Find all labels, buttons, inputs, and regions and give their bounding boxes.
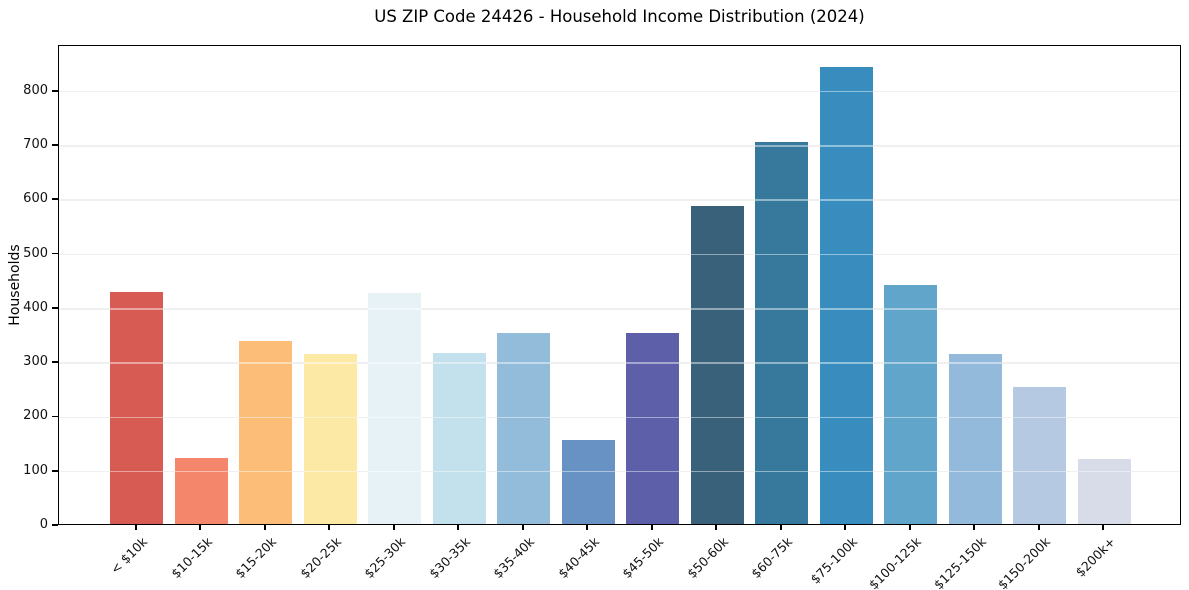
gridline-overlay	[59, 90, 1180, 93]
x-tick-label: < $10k	[107, 534, 151, 577]
x-tick-mark	[521, 525, 524, 530]
bar-< $10k	[110, 291, 164, 524]
y-tick-label: 500	[23, 245, 48, 261]
bar-$30-35k	[432, 352, 486, 524]
gridline	[59, 362, 1180, 364]
y-tick-label: 0	[39, 517, 48, 532]
bar-$10-15k	[174, 458, 228, 524]
x-tick-mark	[844, 525, 847, 530]
x-tick-label: $35-40k	[490, 534, 538, 582]
gridline-overlay	[59, 362, 1180, 364]
x-tick-mark	[650, 525, 653, 530]
y-tick-mark	[52, 306, 58, 309]
x-tick-label: $150-200k	[995, 534, 1054, 590]
bar-$150-200k	[1013, 387, 1067, 524]
gridline-overlay	[59, 470, 1180, 473]
bar-$20-25k	[303, 354, 357, 524]
x-tick-label: $30-35k	[425, 534, 473, 582]
x-tick-mark	[908, 525, 911, 530]
x-tick-label: $45-50k	[619, 534, 667, 582]
y-tick-mark	[52, 469, 58, 472]
bar-$60-75k	[755, 142, 809, 524]
x-tick-mark	[457, 525, 460, 530]
x-tick-label: $100-125k	[866, 534, 925, 590]
plot-area	[58, 45, 1181, 525]
x-tick-label: $200k+	[1072, 534, 1118, 580]
gridline-overlay	[59, 416, 1180, 419]
x-tick-label: $125-150k	[930, 534, 989, 590]
bar-$125-150k	[948, 354, 1002, 524]
x-tick-mark	[1102, 525, 1105, 530]
x-tick-label: $60-75k	[748, 534, 796, 582]
x-tick-label: $50-60k	[683, 534, 731, 582]
gridline	[59, 253, 1180, 256]
bar-$35-40k	[497, 333, 551, 524]
x-tick-label: $25-30k	[361, 534, 409, 582]
x-tick-mark	[263, 525, 266, 530]
bar-$75-100k	[819, 66, 873, 524]
x-tick-label: $10-15k	[167, 534, 215, 582]
bar-$40-45k	[561, 440, 615, 524]
y-tick-mark	[52, 144, 58, 146]
y-tick-mark	[52, 415, 58, 418]
gridline-overlay	[59, 253, 1180, 256]
gridline-overlay	[59, 308, 1180, 310]
bar-$100-125k	[884, 285, 938, 524]
chart-title: US ZIP Code 24426 - Household Income Dis…	[374, 7, 865, 26]
gridline-overlay	[59, 199, 1180, 201]
bar-$15-20k	[239, 341, 293, 524]
x-tick-mark	[715, 525, 718, 530]
x-tick-mark	[199, 525, 202, 530]
gridline	[59, 199, 1180, 201]
y-tick-label: 800	[23, 82, 48, 98]
x-tick-mark	[973, 525, 976, 530]
bar-$50-60k	[690, 206, 744, 524]
gridline	[59, 470, 1180, 473]
x-tick-label: $20-25k	[296, 534, 344, 582]
y-tick-mark	[52, 89, 58, 92]
x-tick-mark	[134, 525, 137, 530]
y-tick-label: 600	[23, 191, 48, 207]
y-tick-label: 700	[23, 136, 48, 152]
y-tick-mark	[52, 252, 58, 255]
gridline	[59, 308, 1180, 310]
x-tick-mark	[392, 525, 395, 530]
x-tick-mark	[1037, 525, 1040, 530]
gridline-overlay	[59, 145, 1180, 147]
x-tick-label: $75-100k	[807, 534, 860, 587]
y-tick-mark	[52, 524, 58, 526]
gridline	[59, 416, 1180, 419]
gridline	[59, 145, 1180, 147]
y-tick-label: 300	[23, 354, 48, 370]
y-tick-mark	[52, 361, 58, 363]
bar-$45-50k	[626, 332, 680, 524]
y-tick-label: 100	[23, 462, 48, 478]
bar-$25-30k	[368, 293, 422, 524]
x-tick-mark	[779, 525, 782, 530]
x-tick-mark	[586, 525, 589, 530]
x-tick-label: $40-45k	[554, 534, 602, 582]
x-tick-label: $15-20k	[232, 534, 280, 582]
x-tick-mark	[328, 525, 331, 530]
gridline	[59, 90, 1180, 93]
y-tick-mark	[52, 198, 58, 201]
bar-$200k+	[1077, 458, 1131, 524]
y-tick-label: 400	[23, 299, 48, 315]
y-tick-label: 200	[23, 408, 48, 424]
